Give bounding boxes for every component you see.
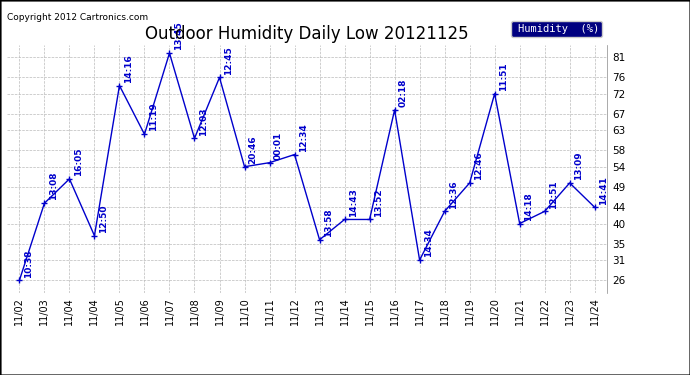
Text: 13:08: 13:08 xyxy=(48,172,57,201)
Text: 13:09: 13:09 xyxy=(574,152,583,180)
Text: 14:43: 14:43 xyxy=(348,188,357,217)
Text: 14:41: 14:41 xyxy=(599,176,608,204)
Text: 12:45: 12:45 xyxy=(224,46,233,75)
Text: 12:51: 12:51 xyxy=(549,180,558,209)
Text: 13:58: 13:58 xyxy=(324,209,333,237)
Text: 12:03: 12:03 xyxy=(199,107,208,135)
Text: 12:36: 12:36 xyxy=(448,180,457,209)
Text: 12:46: 12:46 xyxy=(474,152,483,180)
Text: 20:46: 20:46 xyxy=(248,135,257,164)
Text: 10:38: 10:38 xyxy=(23,249,32,278)
Text: 00:01: 00:01 xyxy=(274,132,283,160)
Text: 02:18: 02:18 xyxy=(399,79,408,107)
Text: 14:18: 14:18 xyxy=(524,192,533,221)
Text: Copyright 2012 Cartronics.com: Copyright 2012 Cartronics.com xyxy=(7,13,148,22)
Text: 11:51: 11:51 xyxy=(499,62,508,91)
Text: 13:45: 13:45 xyxy=(174,22,183,50)
Legend: Humidity  (%): Humidity (%) xyxy=(511,21,602,37)
Text: 14:34: 14:34 xyxy=(424,228,433,257)
Text: 12:50: 12:50 xyxy=(99,204,108,233)
Text: 13:52: 13:52 xyxy=(374,188,383,217)
Text: 14:16: 14:16 xyxy=(124,54,132,83)
Text: 16:05: 16:05 xyxy=(74,148,83,176)
Title: Outdoor Humidity Daily Low 20121125: Outdoor Humidity Daily Low 20121125 xyxy=(145,26,469,44)
Text: 11:19: 11:19 xyxy=(148,103,157,132)
Text: 12:34: 12:34 xyxy=(299,123,308,152)
